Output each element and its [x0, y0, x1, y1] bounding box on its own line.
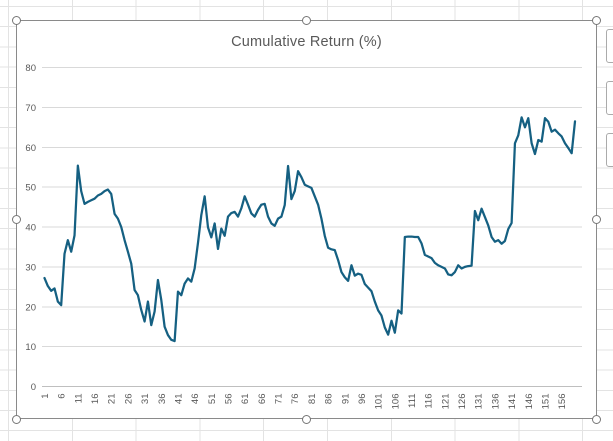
svg-text:96: 96 — [357, 394, 368, 405]
svg-text:151: 151 — [540, 394, 551, 410]
svg-text:16: 16 — [90, 394, 101, 405]
svg-text:20: 20 — [25, 302, 36, 313]
svg-text:10: 10 — [25, 342, 36, 353]
svg-text:30: 30 — [25, 262, 36, 273]
svg-text:50: 50 — [25, 183, 36, 194]
selection-handle-top-left[interactable] — [11, 15, 21, 25]
svg-text:76: 76 — [290, 394, 301, 405]
svg-text:71: 71 — [274, 394, 285, 405]
svg-text:51: 51 — [207, 394, 218, 405]
selection-handle-middle-right[interactable] — [592, 215, 601, 224]
chart-title[interactable]: Cumulative Return (%) — [231, 34, 382, 50]
svg-text:26: 26 — [123, 394, 134, 405]
svg-text:21: 21 — [107, 394, 118, 405]
chart-area[interactable]: Cumulative Return (%) 0 10 20 30 40 50 60 70 80 1… — [16, 20, 597, 419]
svg-text:116: 116 — [424, 394, 435, 409]
svg-text:41: 41 — [173, 394, 184, 405]
svg-text:36: 36 — [157, 394, 168, 405]
svg-text:31: 31 — [140, 394, 151, 405]
svg-text:126: 126 — [457, 394, 468, 410]
chart-flyout-button-2[interactable] — [606, 81, 613, 115]
selection-handle-bottom-center[interactable] — [302, 414, 311, 424]
selection-handle-middle-left[interactable] — [11, 215, 21, 224]
selection-handle-top-center[interactable] — [302, 15, 311, 25]
svg-text:61: 61 — [240, 394, 251, 405]
svg-text:121: 121 — [440, 394, 451, 410]
svg-text:1: 1 — [40, 394, 51, 399]
svg-text:40: 40 — [25, 223, 36, 234]
svg-text:111: 111 — [407, 394, 418, 408]
svg-text:56: 56 — [224, 394, 235, 405]
svg-text:106: 106 — [390, 394, 401, 410]
svg-text:156: 156 — [557, 394, 568, 410]
svg-text:70: 70 — [25, 103, 36, 114]
svg-text:136: 136 — [490, 394, 501, 410]
svg-text:0: 0 — [31, 382, 36, 393]
svg-text:131: 131 — [474, 394, 485, 410]
svg-text:101: 101 — [374, 394, 385, 410]
svg-text:141: 141 — [507, 394, 518, 410]
svg-text:6: 6 — [57, 394, 68, 399]
chart-flyout-button-1[interactable] — [606, 29, 613, 63]
svg-text:80: 80 — [25, 63, 36, 74]
svg-text:46: 46 — [190, 394, 201, 405]
selection-handle-bottom-right[interactable] — [592, 414, 601, 424]
svg-text:60: 60 — [25, 143, 36, 154]
svg-text:91: 91 — [340, 394, 351, 405]
svg-text:86: 86 — [324, 394, 335, 405]
selection-handle-top-right[interactable] — [592, 15, 601, 25]
svg-text:11: 11 — [73, 394, 84, 404]
svg-text:146: 146 — [524, 394, 535, 410]
svg-text:66: 66 — [257, 394, 268, 405]
svg-text:81: 81 — [307, 394, 318, 405]
selection-handle-bottom-left[interactable] — [11, 414, 21, 424]
chart-flyout-button-3[interactable] — [606, 133, 613, 167]
